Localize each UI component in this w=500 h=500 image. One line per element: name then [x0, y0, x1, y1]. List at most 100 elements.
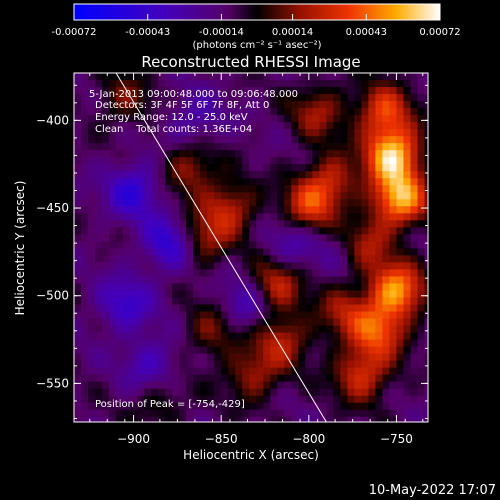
- heatmap-cell: [389, 325, 398, 334]
- heatmap-cell: [186, 234, 194, 242]
- heatmap-cell: [200, 339, 208, 348]
- heatmap-cell: [277, 185, 285, 193]
- heatmap-cell: [186, 164, 194, 172]
- heatmap-cell: [235, 416, 243, 422]
- heatmap-cell: [186, 374, 194, 383]
- heatmap-cell: [207, 206, 215, 214]
- heatmap-cell: [347, 206, 355, 214]
- heatmap-cell: [410, 374, 419, 383]
- heatmap-cell: [242, 283, 250, 292]
- heatmap-cell: [354, 199, 363, 207]
- heatmap-cell: [277, 416, 285, 422]
- heatmap-cell: [116, 150, 124, 158]
- heatmap-cell: [207, 94, 215, 102]
- heatmap-cell: [242, 206, 250, 214]
- heatmap-cell: [396, 290, 405, 299]
- heatmap-cell: [207, 346, 215, 355]
- heatmap-cell: [249, 87, 257, 95]
- heatmap-cell: [424, 402, 428, 411]
- heatmap-cell: [179, 129, 187, 137]
- heatmap-cell: [277, 409, 285, 418]
- heatmap-cell: [361, 136, 370, 144]
- heatmap-cell: [256, 276, 264, 285]
- heatmap-cell: [284, 346, 292, 355]
- heatmap-cell: [312, 262, 320, 271]
- heatmap-cell: [410, 402, 419, 411]
- heatmap-cell: [368, 269, 377, 278]
- heatmap-cell: [95, 234, 103, 242]
- heatmap-cell: [298, 269, 306, 278]
- heatmap-cell: [144, 157, 152, 165]
- heatmap-cell: [305, 255, 313, 264]
- heatmap-cell: [277, 353, 285, 362]
- heatmap-cell: [263, 87, 271, 95]
- heatmap-cell: [186, 143, 194, 151]
- heatmap-cell: [368, 318, 377, 327]
- heatmap-cell: [221, 150, 229, 158]
- heatmap-cell: [249, 311, 257, 320]
- heatmap-cell: [109, 325, 117, 334]
- heatmap-cell: [270, 360, 278, 369]
- heatmap-cell: [249, 178, 257, 186]
- heatmap-cell: [242, 402, 250, 411]
- heatmap-cell: [424, 185, 428, 193]
- heatmap-cell: [200, 290, 208, 299]
- heatmap-cell: [172, 276, 180, 285]
- heatmap-cell: [74, 332, 82, 341]
- heatmap-cell: [368, 241, 377, 249]
- heatmap-cell: [95, 325, 103, 334]
- heatmap-cell: [333, 290, 341, 299]
- heatmap-cell: [312, 122, 320, 130]
- heatmap-cell: [144, 164, 152, 172]
- heatmap-cell: [403, 269, 412, 278]
- heatmap-cell: [221, 290, 229, 299]
- heatmap-cell: [277, 122, 285, 130]
- heatmap-cell: [123, 206, 131, 214]
- heatmap-cell: [88, 416, 96, 422]
- heatmap-cell: [137, 276, 145, 285]
- heatmap-cell: [193, 73, 201, 81]
- heatmap-cell: [305, 178, 313, 186]
- heatmap-cell: [88, 234, 96, 242]
- heatmap-cell: [424, 234, 428, 242]
- heatmap-cell: [291, 206, 299, 214]
- heatmap-cell: [172, 402, 180, 411]
- heatmap-cell: [116, 157, 124, 165]
- heatmap-cell: [298, 339, 306, 348]
- heatmap-cell: [179, 332, 187, 341]
- heatmap-cell: [151, 136, 159, 144]
- heatmap-cell: [109, 171, 117, 179]
- heatmap-cell: [396, 185, 405, 193]
- heatmap-cell: [284, 416, 292, 422]
- heatmap-cell: [109, 297, 117, 306]
- heatmap-cell: [368, 87, 377, 95]
- heatmap-cell: [389, 311, 398, 320]
- heatmap-cell: [375, 129, 384, 137]
- heatmap-cell: [172, 262, 180, 271]
- heatmap-cell: [389, 297, 398, 306]
- heatmap-cell: [214, 206, 222, 214]
- heatmap-cell: [263, 395, 271, 404]
- heatmap-cell: [235, 80, 243, 88]
- heatmap-cell: [95, 346, 103, 355]
- heatmap-cell: [242, 143, 250, 151]
- heatmap-cell: [361, 388, 370, 397]
- heatmap-cell: [102, 220, 110, 228]
- heatmap-cell: [165, 388, 173, 397]
- heatmap-cell: [207, 332, 215, 341]
- heatmap-cell: [116, 262, 124, 271]
- heatmap-cell: [312, 311, 320, 320]
- heatmap-cell: [382, 395, 391, 404]
- heatmap-cell: [263, 150, 271, 158]
- heatmap-cell: [172, 395, 180, 404]
- heatmap-cell: [256, 213, 264, 221]
- heatmap-cell: [403, 171, 412, 179]
- heatmap-cell: [389, 332, 398, 341]
- heatmap-cell: [207, 367, 215, 376]
- heatmap-cell: [263, 381, 271, 390]
- heatmap-cell: [221, 255, 229, 264]
- heatmap-cell: [102, 318, 110, 327]
- heatmap-cell: [74, 395, 82, 404]
- heatmap-cell: [382, 143, 391, 151]
- heatmap-cell: [249, 206, 257, 214]
